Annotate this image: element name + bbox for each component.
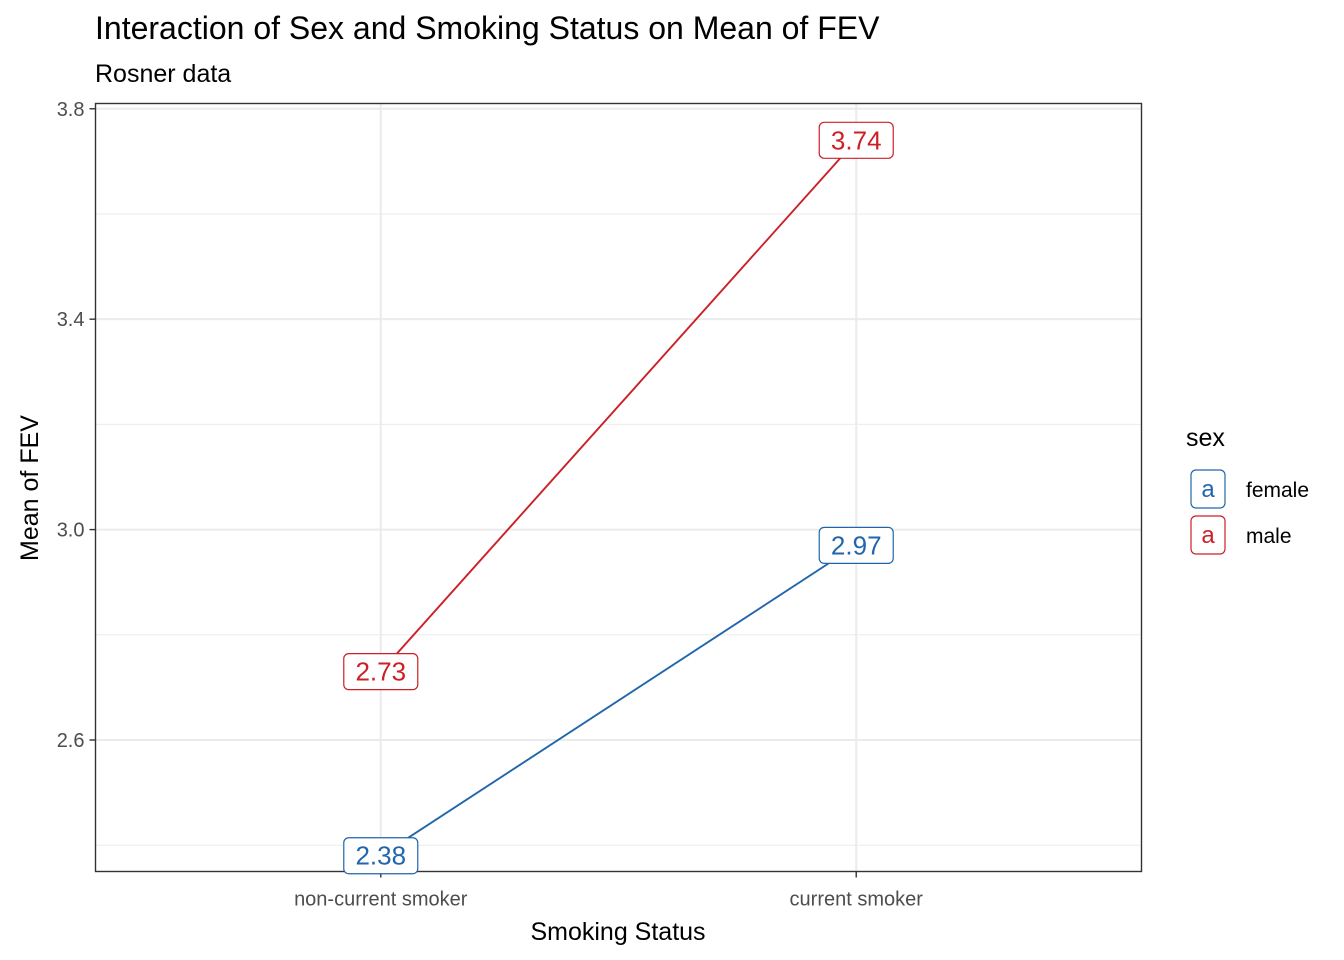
legend-key-glyph: a	[1201, 476, 1215, 503]
data-label-box	[818, 526, 894, 564]
x-tick-label: non-current smoker	[294, 889, 468, 911]
legend-item-male: a male	[1190, 515, 1292, 555]
y-tick-label: 3.4	[57, 309, 85, 331]
data-label-box	[343, 837, 419, 875]
y-tick-label: 3.0	[57, 520, 85, 542]
y-axis: 2.6 3.0 3.4 3.8	[57, 99, 96, 752]
grid-lines	[95, 103, 1142, 872]
y-axis-title: Mean of FEV	[16, 415, 44, 561]
data-label-female: 2.38	[343, 837, 419, 875]
series-line-female	[380, 544, 857, 857]
x-axis-title: Smoking Status	[530, 918, 705, 946]
data-label-text: 2.73	[355, 657, 406, 687]
data-label-box	[343, 653, 419, 691]
series-line-male	[380, 139, 857, 673]
legend-item-female: a female	[1190, 469, 1309, 509]
chart-subtitle: Rosner data	[95, 60, 232, 88]
x-tick-label: current smoker	[790, 889, 924, 911]
legend-label: female	[1246, 479, 1309, 502]
legend-label: male	[1246, 525, 1292, 548]
data-label-text: 2.97	[831, 530, 882, 560]
data-labels: 2.38 2.97 2.73 3.74	[343, 121, 894, 875]
data-label-female: 2.97	[818, 526, 894, 564]
legend: sex a female a male	[1186, 424, 1309, 555]
legend-key-glyph: a	[1201, 522, 1215, 549]
y-tick-label: 2.6	[57, 730, 85, 752]
panel-border	[94, 102, 1143, 873]
data-label-box	[818, 121, 894, 159]
series-layer: 2.38 2.97 2.73 3.74	[343, 121, 894, 875]
x-axis: non-current smoker current smoker	[294, 871, 924, 911]
chart-title: Interaction of Sex and Smoking Status on…	[95, 10, 880, 46]
legend-key-box	[1190, 515, 1226, 555]
data-label-text: 2.38	[355, 841, 406, 871]
data-label-male: 2.73	[343, 653, 419, 691]
y-tick-label: 3.8	[57, 99, 85, 121]
legend-title: sex	[1186, 424, 1225, 452]
legend-key-box	[1190, 469, 1226, 509]
data-label-male: 3.74	[818, 121, 894, 159]
data-label-text: 3.74	[831, 125, 882, 155]
